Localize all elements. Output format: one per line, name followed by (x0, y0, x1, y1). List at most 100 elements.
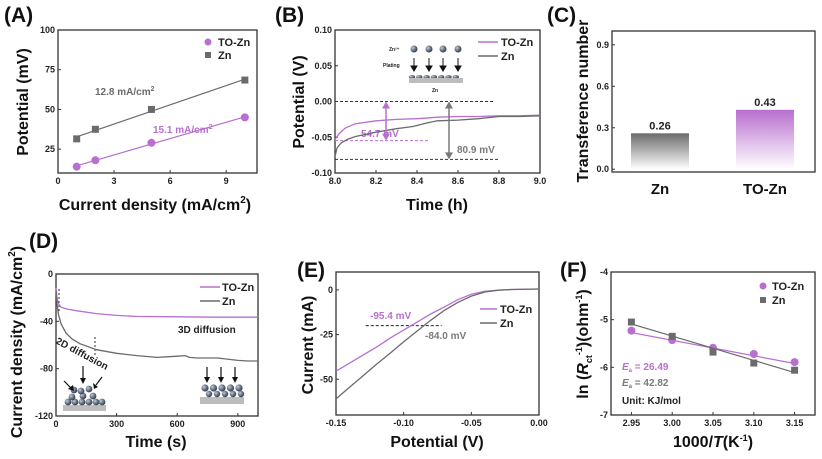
panel-label-f: (F) (560, 259, 587, 282)
data-point-zn-a (91, 125, 99, 133)
y-tick-label-b: 0.10 (314, 25, 332, 35)
panel-f: (F) ln (Rct-1)(ohm-1) 1000/T(K-1) TO-Zn … (560, 259, 804, 451)
legend-marker-zn-a (205, 52, 211, 58)
inset-substrate-label: Zn (432, 88, 438, 94)
legend-label-zn-d: Zn (222, 296, 236, 308)
legend-marker-to-zn-f (759, 282, 767, 290)
deposit-icon (229, 390, 237, 398)
x-tick-label-b: 8.2 (370, 176, 383, 186)
axis-label-x-d: Time (s) (125, 434, 186, 451)
y-tick-label-e: -25 (320, 330, 333, 340)
zn-ion-icon (425, 45, 433, 53)
deposit-icon (78, 398, 86, 406)
down-arrow-icons (410, 58, 462, 72)
plot-a: 25 50 75 100 0 3 6 9 (40, 25, 258, 186)
data-point-to-zn-a (147, 138, 156, 147)
x-tick-label-f: 3.10 (745, 418, 763, 428)
diagonal-arrow-icon (95, 376, 103, 386)
deposit-icon (68, 393, 76, 401)
plot-e: 0 -25 -50 -0.15 -0.10 -0.05 0.00 (320, 271, 548, 428)
fit-line-zn-f (631, 323, 795, 374)
axis-label-y-d: Current density (mA/cm2) (7, 246, 26, 438)
axis-label-x-e: Potential (V) (390, 434, 483, 451)
data-point-zn-a (73, 135, 81, 143)
series-line-to-zn-b (334, 114, 541, 140)
panel-label-b: (B) (275, 4, 304, 27)
legend-label-to-zn-e: TO-Zn (500, 304, 532, 316)
deposit-icon (85, 398, 93, 406)
x-tick-label-a: 0 (55, 176, 60, 186)
data-point-to-zn-a (72, 162, 81, 171)
substrate-icon (63, 405, 106, 411)
y-tick-label-c: 0.9 (596, 40, 609, 50)
y-tick-label-b: 0.05 (314, 61, 332, 71)
series-line-zn-b (334, 115, 541, 157)
data-point-to-zn-f (749, 349, 758, 358)
fit-label-to-a: 15.1 mA/cm2 (153, 124, 213, 136)
legend-label-to-zn-d: TO-Zn (222, 282, 254, 294)
zn-ion-icon (454, 45, 462, 53)
data-point-to-zn-f (627, 326, 636, 335)
y-tick-label-c: 0.3 (596, 123, 609, 133)
deposit-icon (92, 398, 100, 406)
deposit-icon (226, 384, 235, 392)
x-tick-label-b: 8.6 (452, 176, 465, 186)
axis-label-x-f: 1000/T(K-1) (673, 433, 753, 451)
x-tick-label-d: 300 (109, 419, 124, 429)
x-tick-label-e: 0.00 (530, 418, 548, 428)
x-tick-label-e: -0.10 (393, 418, 414, 428)
deposit-icon (237, 390, 245, 398)
down-arrow-icon (80, 378, 86, 384)
x-tick-label-d: 600 (170, 419, 185, 429)
fit-line-zn-a (76, 78, 246, 138)
series-line-to-zn-d (55, 288, 258, 318)
double-arrow-zn-b-head-up (445, 101, 453, 109)
deposit-icon (218, 384, 226, 392)
legend-label-zn-e: Zn (500, 318, 514, 330)
bar-to-zn (736, 109, 794, 170)
data-point-zn-f (627, 318, 635, 326)
x-tick-label-e: -0.15 (326, 418, 347, 428)
y-tick-label-b: 0.00 (314, 97, 332, 107)
annotation-to-zn-b: 54.7 mV (361, 129, 399, 140)
down-arrow-icon (218, 377, 224, 383)
deposit-icon (89, 392, 97, 400)
plot-b: -0.10 -0.05 0.00 0.05 0.10 8.0 8.2 8.4 8.6 8.8 9.0 (311, 25, 546, 186)
axis-label-y-f: ln (Rct-1)(ohm-1) (574, 289, 594, 398)
y-tick-label-a: 25 (45, 144, 55, 154)
bar-zn (631, 133, 689, 170)
series-line-zn-e (335, 288, 540, 400)
plot-frame-a (57, 29, 258, 174)
plot-f: -4 -5 -6 -7 2.95 3.00 3.05 3.10 3.15 (600, 267, 816, 428)
x-tick-label-d: 0 (53, 419, 58, 429)
plot-c: 0.0 0.3 0.6 0.9 (596, 30, 816, 174)
y-tick-label-f: -4 (600, 267, 608, 277)
y-tick-label-b: -0.10 (311, 168, 332, 178)
y-tick-label-c: 0.6 (596, 81, 609, 91)
deposit-icon (98, 398, 106, 406)
x-tick-label-b: 8.0 (329, 176, 342, 186)
series-line-zn-d (55, 290, 258, 362)
x-tick-label-f: 2.95 (623, 418, 641, 428)
deposit-icon (221, 390, 229, 398)
x-tick-label-a: 3 (112, 176, 117, 186)
annotation-ea-to-zn: Ea = 26.49 (622, 362, 669, 374)
axis-label-y-c: Transference number (575, 20, 592, 183)
plot-frame-c (611, 30, 816, 173)
y-tick-label-d: 0 (48, 269, 53, 279)
diffusion-insets (63, 366, 245, 411)
axis-label-x-b: Time (h) (406, 197, 468, 214)
data-point-zn-a (147, 105, 155, 113)
legend-label-to-zn-f: TO-Zn (772, 281, 804, 293)
annotation-to-zn-e: -95.4 mV (370, 311, 411, 322)
axis-label-y-e: Current (mA) (300, 296, 317, 395)
zn-ion-icon (410, 45, 418, 53)
x-tick-label-b: 8.4 (411, 176, 424, 186)
y-tick-label-f: -7 (600, 410, 608, 420)
legend-label-to-zn-b: TO-Zn (501, 37, 533, 49)
panel-e: (E) Current (mA) Potential (V) TO-Zn Zn … (297, 259, 532, 451)
x-tick-label-f: 3.05 (704, 418, 722, 428)
data-point-zn-a (241, 76, 249, 84)
y-tick-label-a: 50 (45, 104, 55, 114)
